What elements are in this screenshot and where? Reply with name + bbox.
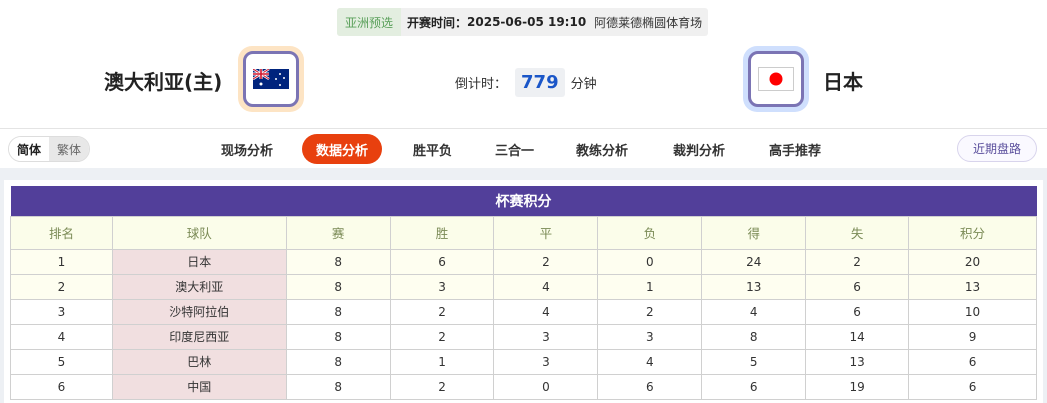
table-row: 1 日本 8 6 2 0 24 2 20: [10, 248, 1037, 275]
tab-coach-analysis[interactable]: 教练分析: [576, 143, 629, 159]
table-cell: 2: [389, 323, 495, 350]
countdown-unit: 分钟: [570, 77, 597, 92]
tab-referee-analysis[interactable]: 裁判分析: [673, 143, 726, 159]
home-team-logo[interactable]: [238, 46, 304, 112]
start-time: 2025-06-05 19:10: [467, 15, 587, 29]
away-team-name[interactable]: 日本: [823, 70, 863, 94]
start-time-label: 开赛时间：: [407, 15, 468, 30]
table-cell: 24: [701, 248, 807, 275]
countdown-value: 779: [515, 68, 565, 97]
table-cell: 2: [493, 248, 599, 275]
table-cell: 0: [597, 248, 703, 275]
match-info-bar: 亚洲预选 开赛时间： 2025-06-05 19:10 阿德莱德椭圆体育场: [337, 8, 708, 36]
table-cell: 8: [701, 323, 807, 350]
table-cell: 3: [493, 323, 599, 350]
table-cell: 13: [908, 273, 1037, 300]
standings-title: 杯赛积分: [10, 186, 1037, 216]
table-row: 2 澳大利亚 8 3 4 1 13 6 13: [10, 273, 1037, 300]
table-cell: 6: [701, 373, 807, 400]
venue: 阿德莱德椭圆体育场: [594, 15, 703, 30]
home-team-name[interactable]: 澳大利亚(主): [104, 70, 223, 94]
table-cell: 6: [908, 348, 1037, 375]
table-cell: 0: [493, 373, 599, 400]
countdown: 倒计时： 779 分钟: [455, 68, 597, 97]
table-cell: 4: [597, 348, 703, 375]
table-cell: 4: [493, 273, 599, 300]
table-cell: 1: [597, 273, 703, 300]
japan-flag-icon: [758, 67, 794, 91]
column-header: 赛: [285, 215, 391, 250]
away-team-logo[interactable]: [743, 46, 809, 112]
table-cell: 14: [805, 323, 910, 350]
column-header: 球队: [111, 215, 287, 250]
table-cell: 8: [285, 373, 391, 400]
table-cell: 6: [10, 373, 113, 400]
tab-win-draw-loss[interactable]: 胜平负: [413, 143, 453, 159]
table-cell: 2: [389, 298, 495, 325]
tab-data-analysis[interactable]: 数据分析: [302, 134, 383, 164]
tab-three-in-one[interactable]: 三合一: [495, 143, 535, 159]
table-cell: 10: [908, 298, 1037, 325]
table-cell: 3: [389, 273, 495, 300]
table-cell: 6: [389, 248, 495, 275]
countdown-label: 倒计时：: [455, 77, 508, 92]
team-name-cell[interactable]: 日本: [111, 248, 287, 275]
column-header: 胜: [389, 215, 495, 250]
column-header: 排名: [10, 215, 113, 250]
competition-badge: 亚洲预选: [337, 8, 402, 36]
table-cell: 9: [908, 323, 1037, 350]
cup-standings-table: 杯赛积分 排名 球队赛胜平负得失积分 1 日本 8 6 2 0 24 2 20 2 澳大利亚 8 3 4 1 13…: [10, 186, 1037, 400]
column-header: 积分: [908, 215, 1037, 250]
australia-flag-icon: [253, 69, 289, 89]
table-cell: 8: [285, 298, 391, 325]
table-cell: 2: [10, 273, 113, 300]
table-cell: 20: [908, 248, 1037, 275]
language-toggle[interactable]: 简体 繁体: [8, 136, 90, 162]
table-cell: 3: [10, 298, 113, 325]
recent-odds-button[interactable]: 近期盘路: [957, 135, 1037, 162]
table-cell: 3: [597, 323, 703, 350]
traditional-chinese-option[interactable]: 繁体: [49, 137, 89, 161]
team-name-cell[interactable]: 印度尼西亚: [111, 323, 287, 350]
table-cell: 6: [805, 273, 910, 300]
tab-expert-picks[interactable]: 高手推荐: [769, 143, 822, 159]
table-row: 5 巴林 8 1 3 4 5 13 6: [10, 348, 1037, 375]
team-name-cell[interactable]: 澳大利亚: [111, 273, 287, 300]
table-cell: 1: [10, 248, 113, 275]
column-header: 得: [701, 215, 807, 250]
table-cell: 13: [805, 348, 910, 375]
table-cell: 5: [701, 348, 807, 375]
table-cell: 8: [285, 323, 391, 350]
table-cell: 4: [701, 298, 807, 325]
table-cell: 6: [908, 373, 1037, 400]
table-cell: 8: [285, 248, 391, 275]
table-cell: 8: [285, 348, 391, 375]
table-cell: 2: [805, 248, 910, 275]
table-cell: 5: [10, 348, 113, 375]
table-cell: 8: [285, 273, 391, 300]
analysis-nav: 简体 繁体 现场分析 数据分析 胜平负 三合一 教练分析 裁判分析 高手推荐 近…: [0, 128, 1047, 168]
column-header-row: 排名 球队赛胜平负得失积分: [10, 215, 1037, 250]
table-cell: 6: [805, 298, 910, 325]
column-header: 失: [805, 215, 910, 250]
table-cell: 2: [597, 298, 703, 325]
column-header: 负: [597, 215, 703, 250]
table-cell: 13: [701, 273, 807, 300]
team-name-cell[interactable]: 沙特阿拉伯: [111, 298, 287, 325]
table-row: 3 沙特阿拉伯 8 2 4 2 4 6 10: [10, 298, 1037, 325]
tab-live-analysis[interactable]: 现场分析: [221, 143, 274, 159]
table-cell: 6: [597, 373, 703, 400]
table-row: 4 印度尼西亚 8 2 3 3 8 14 9: [10, 323, 1037, 350]
table-cell: 1: [389, 348, 495, 375]
simplified-chinese-option[interactable]: 简体: [9, 137, 49, 161]
team-name-cell[interactable]: 巴林: [111, 348, 287, 375]
team-name-cell[interactable]: 中国: [111, 373, 287, 400]
table-row: 6 中国 8 2 0 6 6 19 6: [10, 373, 1037, 400]
table-cell: 4: [493, 298, 599, 325]
table-cell: 19: [805, 373, 910, 400]
table-cell: 3: [493, 348, 599, 375]
table-cell: 4: [10, 323, 113, 350]
table-cell: 2: [389, 373, 495, 400]
column-header: 平: [493, 215, 599, 250]
